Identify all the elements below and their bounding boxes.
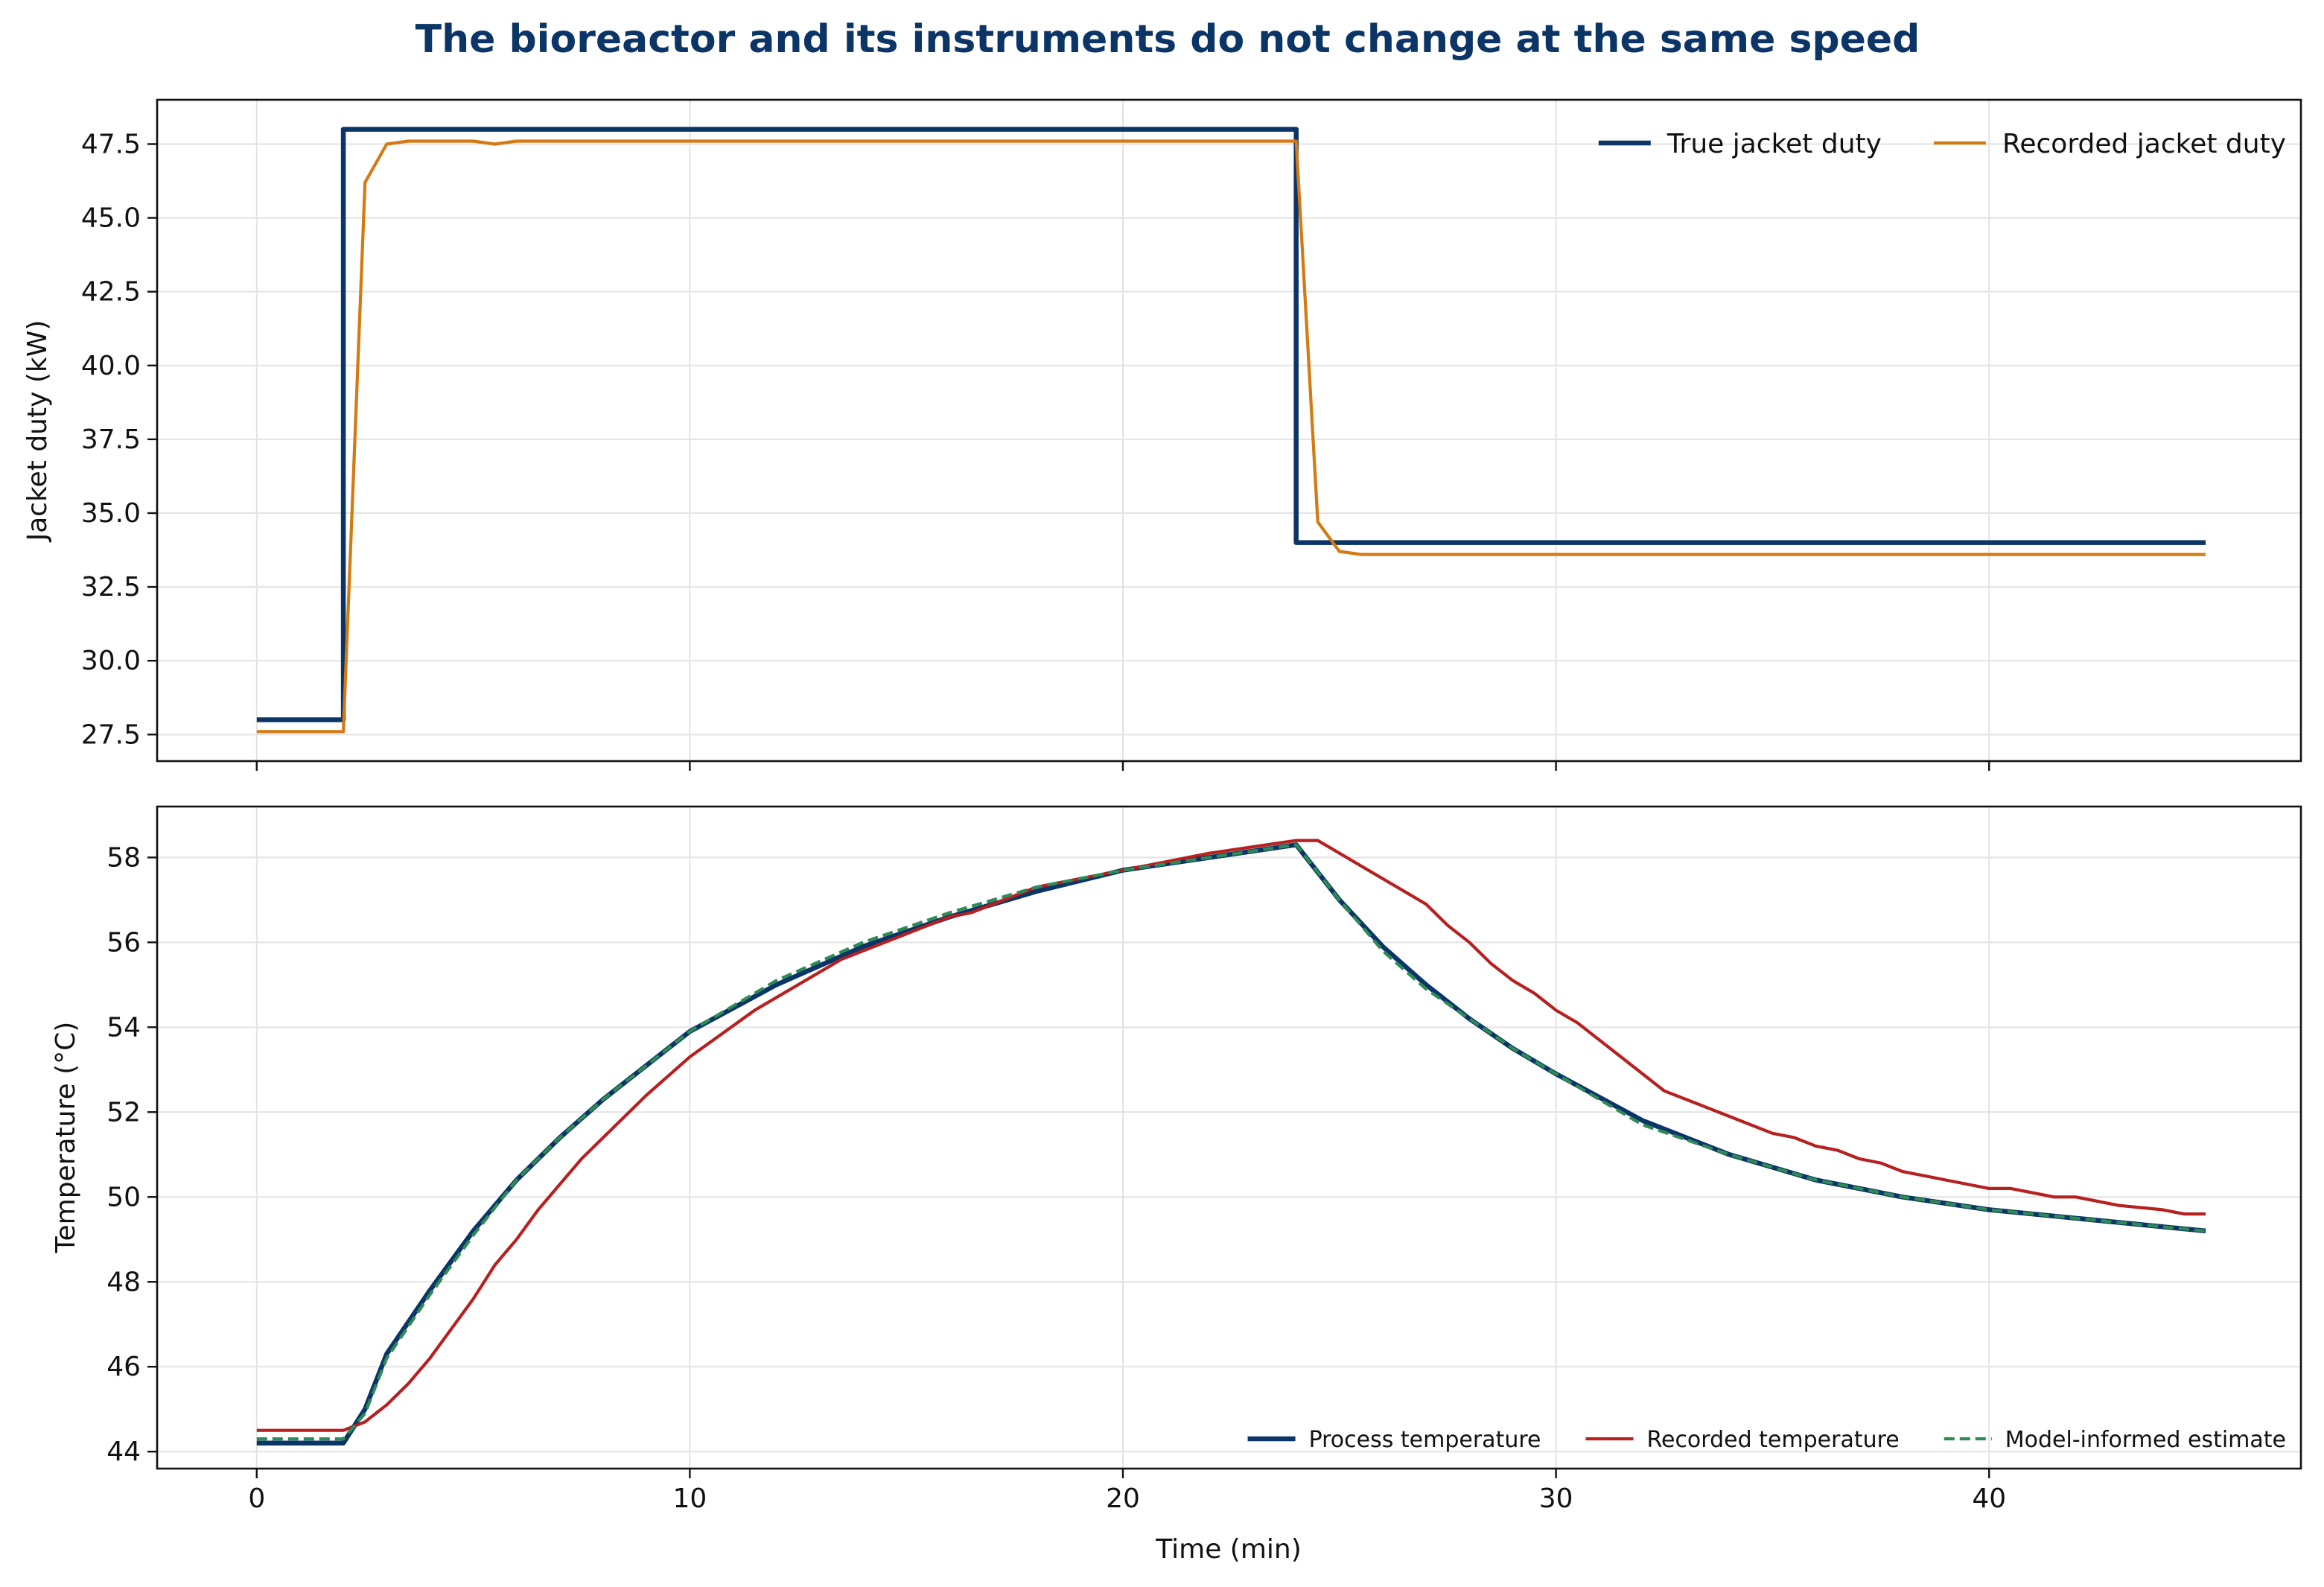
top-xaxis [255,761,1990,771]
bottom-ytick-label: 56 [106,927,141,958]
top-yaxis: 27.5 30.0 32.5 35.0 37.5 40.0 42.5 45.0 47.5 [81,129,157,750]
bottom-panel: 0 10 20 30 40 44 46 48 50 52 54 56 58 Time (min) Te… [51,805,2302,1565]
top-ytick-label: 47.5 [81,129,141,159]
bottom-ytick-label: 58 [106,842,141,873]
bottom-xtick-label: 20 [1106,1483,1140,1514]
top-ytick-label: 35.0 [81,498,141,529]
legend-label-model-informed-estimate: Model-informed estimate [2005,1427,2286,1453]
top-ytick-label: 27.5 [81,719,141,750]
bottom-xaxis: 0 10 20 30 40 [248,1469,2006,1514]
bottom-ytick-label: 52 [106,1097,141,1128]
legend-label-recorded-temperature: Recorded temperature [1646,1427,1899,1453]
bottom-ytick-label: 44 [106,1437,141,1467]
bottom-xtick-label: 40 [1972,1483,2006,1514]
top-panel: 27.5 30.0 32.5 35.0 37.5 40.0 42.5 45.0 47.5 Jac… [22,98,2302,771]
top-ytick-label: 40.0 [81,351,141,381]
bottom-ytick-label: 50 [106,1182,141,1212]
top-ytick-label: 30.0 [81,646,141,676]
bottom-plot-frame [156,805,2302,1470]
bottom-yaxis: 44 46 48 50 52 54 56 58 [106,842,157,1467]
bottom-xtick-label: 10 [672,1483,707,1514]
bottom-legend: Process temperature Recorded temperature M… [1247,1427,2286,1453]
legend-label-true-jacket-duty: True jacket duty [1666,129,1882,159]
figure-title: The bioreactor and its instruments do no… [416,17,1920,62]
series-line-model-informed-estimate [256,843,2206,1441]
top-ytick-label: 37.5 [81,424,141,455]
bottom-xtick-label: 30 [1539,1483,1573,1514]
top-ytick-label: 32.5 [81,572,141,602]
top-legend: True jacket duty Recorded jacket duty [1598,129,2286,159]
legend-label-recorded-jacket-duty: Recorded jacket duty [2002,129,2286,159]
bottom-ytick-label: 46 [106,1352,141,1382]
top-plot-frame [156,98,2302,763]
bottom-x-axis-label: Time (min) [1155,1534,1302,1565]
bottom-y-axis-label: Temperature (°C) [51,1022,81,1254]
legend-label-process-temperature: Process temperature [1309,1427,1541,1453]
series-line-recorded-temperature [256,839,2206,1432]
bottom-ytick-label: 54 [106,1012,141,1043]
bottom-series-layer [256,839,2206,1446]
top-ytick-label: 42.5 [81,277,141,308]
series-line-true-jacket-duty [256,127,2206,722]
top-series-layer [256,127,2206,734]
top-ytick-label: 45.0 [81,203,141,234]
bottom-grid [157,807,2301,1469]
bottom-ytick-label: 48 [106,1267,141,1297]
top-y-axis-label: Jacket duty (kW) [22,320,53,543]
series-line-recorded-jacket-duty [256,139,2206,734]
bottom-xtick-label: 0 [248,1483,265,1514]
